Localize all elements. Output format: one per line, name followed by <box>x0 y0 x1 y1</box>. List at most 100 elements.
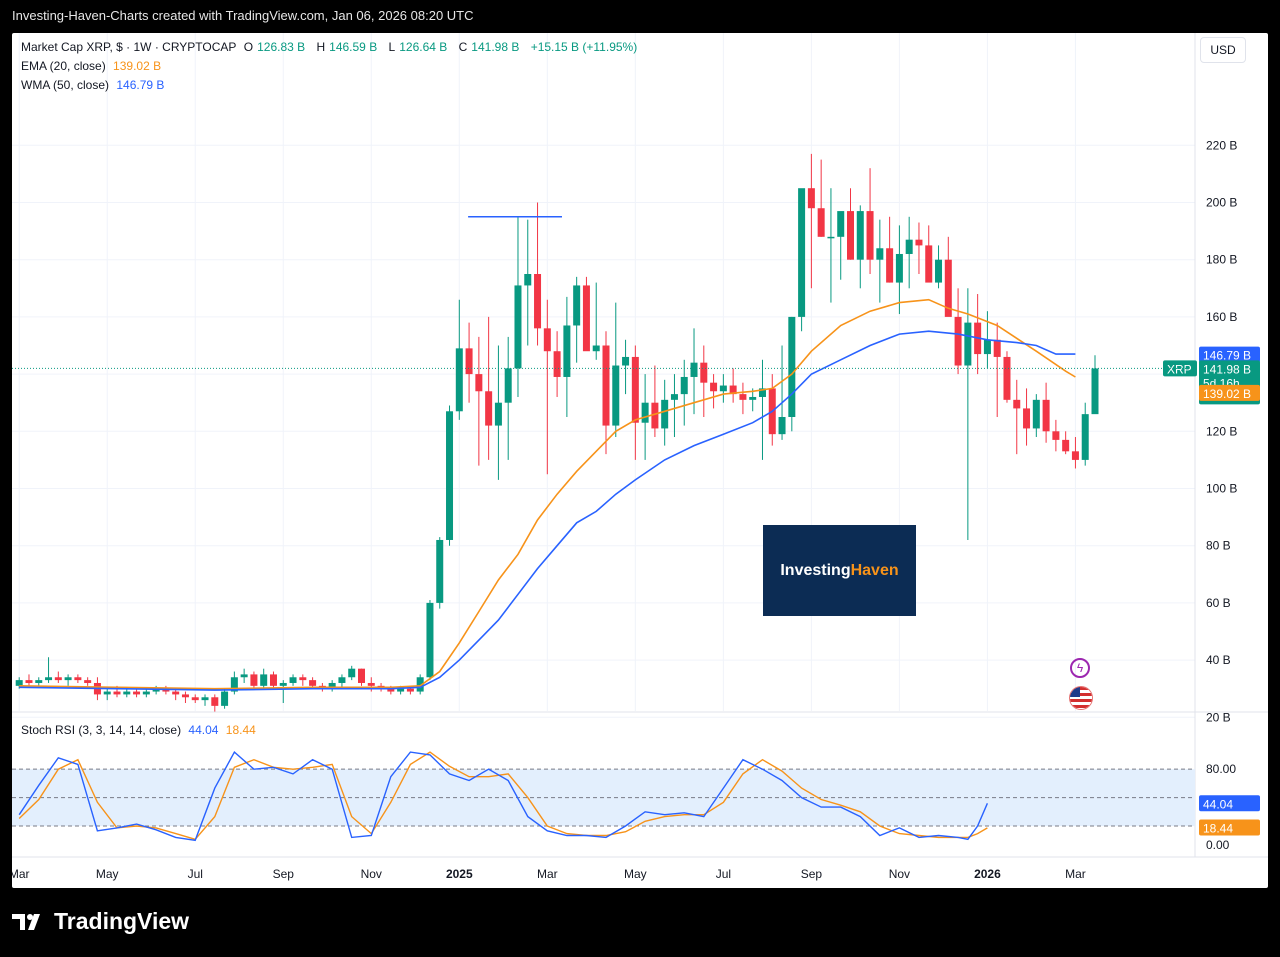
candle-body <box>397 688 405 692</box>
time-tick-label: Nov <box>889 867 910 881</box>
candle-body <box>45 677 53 681</box>
candle-body <box>416 677 424 692</box>
candle <box>817 159 825 237</box>
candle-body <box>582 285 590 352</box>
stoch-d-tag: 18.44 <box>1199 819 1260 836</box>
stoch-d-line <box>18 751 988 841</box>
candle <box>876 219 884 303</box>
candle-body <box>279 682 287 686</box>
candle-body <box>514 285 522 369</box>
candle-body <box>338 677 346 683</box>
candle-body <box>1052 431 1060 440</box>
candle <box>348 665 356 681</box>
candle-body <box>269 674 277 686</box>
candle-body <box>1062 439 1070 452</box>
candle-body <box>348 668 356 678</box>
tradingview-mark-icon <box>12 913 40 930</box>
candle <box>455 299 463 420</box>
candle-body <box>1023 408 1031 429</box>
candle <box>15 677 23 689</box>
candle <box>925 225 933 283</box>
wma-line <box>19 330 1076 691</box>
price-tick-label: 200 B <box>1206 196 1237 210</box>
candle <box>993 322 1001 417</box>
ema-value: 139.02 B <box>113 59 162 73</box>
candle <box>269 671 277 689</box>
candle-body <box>876 248 884 260</box>
candle-body <box>1081 414 1089 460</box>
us-flag-icon[interactable] <box>1070 687 1092 709</box>
candle <box>123 688 131 698</box>
wma-price-tag-bg <box>1199 346 1260 363</box>
candle <box>749 388 757 412</box>
low-value: L 126.64 B <box>388 40 448 54</box>
candle <box>1052 419 1060 452</box>
stoch-tick-label: 80.00 <box>1206 762 1236 776</box>
candle-body <box>181 694 189 698</box>
candle <box>1042 382 1050 443</box>
wma-legend[interactable]: WMA (50, close) 146.79 B <box>21 78 168 92</box>
candle <box>446 405 454 546</box>
candle-body <box>573 285 581 326</box>
candle-body <box>670 394 678 400</box>
price-tick-label: 180 B <box>1206 253 1237 267</box>
price-tick-label: 160 B <box>1206 310 1237 324</box>
candle-body <box>211 697 219 706</box>
candle-body <box>592 345 600 352</box>
candle <box>1071 437 1079 469</box>
stoch-d-value: 18.44 <box>225 723 256 737</box>
candle-body <box>964 322 972 366</box>
watermark-logo: Investing Haven <box>763 525 916 616</box>
candle-body <box>631 356 639 423</box>
wma-label: WMA (50, close) <box>21 78 110 92</box>
candle-body <box>201 697 209 701</box>
candle-body <box>719 385 727 392</box>
time-tick-label: 2026 <box>974 867 1001 881</box>
candle <box>612 302 620 438</box>
candle <box>807 153 815 289</box>
ema-legend[interactable]: EMA (20, close) 139.02 B <box>21 59 165 73</box>
candle-body <box>260 674 268 686</box>
candle <box>45 657 53 683</box>
stoch-band <box>12 768 1195 827</box>
currency-button[interactable]: USD <box>1200 37 1246 63</box>
candle <box>221 688 229 709</box>
candle <box>954 288 962 375</box>
candle <box>895 225 903 315</box>
candle <box>905 216 913 289</box>
lightning-icon[interactable]: ϟ <box>1070 658 1090 678</box>
stoch-legend[interactable]: Stoch RSI (3, 3, 14, 14, close) 44.04 18… <box>21 723 260 737</box>
candle-body <box>543 328 551 352</box>
candle <box>358 668 365 686</box>
candle-body <box>221 691 229 706</box>
candle-body <box>856 211 864 260</box>
candle <box>758 359 766 460</box>
candle <box>279 680 287 703</box>
candle-body <box>35 680 43 683</box>
candle <box>211 694 219 712</box>
candle <box>84 677 92 686</box>
candle-body <box>983 339 991 355</box>
candle <box>299 674 307 686</box>
candle <box>631 345 639 460</box>
candle <box>465 322 473 403</box>
candle-body <box>504 368 512 403</box>
candle-body <box>612 365 620 426</box>
candle <box>856 205 864 289</box>
candle-body <box>534 274 542 329</box>
tradingview-logo[interactable]: TradingView <box>12 908 189 935</box>
time-tick-label: Mar <box>537 867 558 881</box>
time-tick-label: May <box>624 867 647 881</box>
price-tick-label: 100 B <box>1206 482 1237 496</box>
candle <box>886 216 894 283</box>
candle-body <box>113 691 121 695</box>
symbol-legend[interactable]: Market Cap XRP, $ · 1W · CRYPTOCAP O 126.… <box>21 40 641 54</box>
candle <box>504 336 512 460</box>
candle <box>670 374 678 438</box>
candle-body <box>289 677 297 683</box>
time-axis: Mar May Jul Sep Nov 2025 Mar May Jul Sep Nov 2026 Ma… <box>12 867 1086 881</box>
candle-body <box>475 374 483 392</box>
